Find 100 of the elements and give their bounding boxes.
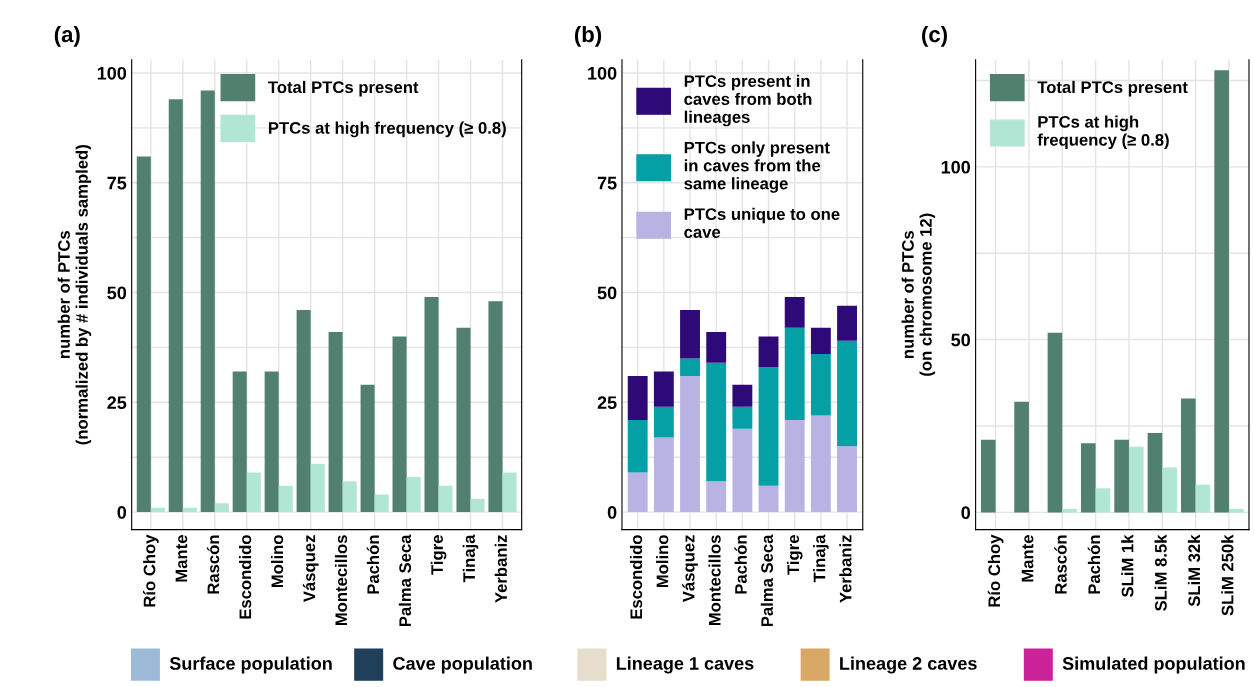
bar [980, 439, 996, 513]
x-tick-label: Palma Seca [760, 534, 774, 627]
x-tick-label: Molino [656, 535, 669, 588]
bar [374, 494, 389, 513]
bar [784, 296, 805, 328]
bar [1147, 432, 1163, 513]
y-tick-label: 0 [607, 506, 617, 519]
x-tick-label: Mante [1021, 535, 1034, 582]
category-label: Lineage 2 caves [840, 656, 977, 674]
y-tick-label: 100 [941, 160, 971, 174]
bar [784, 327, 805, 420]
bar [837, 305, 857, 341]
legend-label: PTCs at high frequency (≥ 0.8) [268, 121, 506, 138]
bar [1095, 488, 1111, 513]
legend-label: PTCs unique to one cave [684, 207, 840, 238]
bar [328, 332, 343, 513]
bar [136, 156, 151, 513]
bar [1128, 446, 1144, 513]
x-tick-label: SLiM 8.5k [1154, 534, 1167, 611]
y-tick-label: 0 [117, 506, 127, 519]
x-tick-label: Escondido [238, 535, 252, 619]
category-label: Lineage 1 caves [616, 656, 754, 674]
x-tick-label: SLiM 1k [1121, 534, 1134, 598]
y-tick-label: 50 [597, 286, 617, 300]
bar [680, 358, 700, 376]
x-tick-label: Tinaja [813, 534, 829, 583]
legend-label: PTCs at high frequency (≥ 0.8) [1037, 115, 1169, 150]
bar [1047, 332, 1063, 513]
x-tick-label: Montecillos [334, 535, 348, 626]
x-tick-label: SLiM 250k [1221, 534, 1234, 616]
bar [438, 485, 453, 513]
x-tick-label: Yerbaniz [494, 535, 507, 603]
y-axis-title: number of PTCs (on chromosome 12) [901, 213, 936, 376]
x-tick-label: Río Choy [143, 534, 159, 607]
bar [758, 367, 779, 486]
y-tick-label: 25 [597, 396, 617, 410]
bar [182, 507, 197, 513]
bar [837, 340, 857, 447]
chart-title: (c) [922, 25, 947, 47]
x-tick-label: Tigre [430, 535, 447, 575]
bar [732, 428, 753, 513]
bar [424, 296, 439, 513]
legend-label: PTCs present in caves from both lineages [684, 74, 812, 127]
legend-label: Total PTCs present [1037, 80, 1188, 97]
bar [627, 419, 648, 473]
y-tick-label: 0 [961, 506, 971, 520]
bar [810, 327, 831, 355]
category-label: Surface population [169, 656, 332, 674]
bar [342, 481, 357, 513]
bar [1214, 70, 1229, 513]
y-tick-label: 75 [107, 176, 127, 190]
legend-label: PTCs only present in caves from the same lineage [684, 141, 830, 193]
bar [470, 498, 485, 513]
bar [278, 485, 293, 513]
x-tick-label: Yerbaniz [839, 535, 852, 603]
bar [732, 384, 753, 407]
bar [1195, 484, 1211, 513]
bar [706, 481, 727, 513]
bar [214, 503, 229, 513]
bar [1162, 467, 1177, 513]
bar [360, 384, 375, 513]
x-tick-label: Pachón [1087, 535, 1101, 594]
bar [456, 327, 471, 513]
x-tick-label: Palma Seca [398, 534, 412, 627]
bar [653, 406, 674, 438]
bar [706, 332, 727, 363]
x-tick-label: Vásquez [682, 535, 698, 603]
bar [502, 472, 517, 513]
bar [406, 476, 421, 513]
x-tick-label: Rascón [1054, 535, 1067, 594]
x-tick-label: Montecillos [708, 535, 721, 626]
y-tick-label: 100 [97, 66, 127, 80]
bar [1114, 439, 1129, 513]
bar [168, 99, 183, 513]
x-tick-label: Río Choy [987, 534, 1004, 607]
bar [1080, 443, 1096, 513]
y-tick-label: 75 [597, 176, 617, 190]
bar [837, 446, 857, 513]
legend-label: Total PTCs present [268, 80, 419, 97]
bar [488, 301, 503, 513]
x-tick-label: Vásquez [302, 535, 319, 603]
category-label: Simulated population [1062, 656, 1245, 674]
bar [1014, 401, 1029, 513]
bar [653, 371, 674, 407]
y-tick-label: 50 [107, 286, 127, 300]
bar [264, 371, 279, 513]
bar [810, 354, 831, 416]
x-tick-label: Pachón [734, 535, 747, 594]
bar [810, 415, 831, 513]
x-tick-label: SLiM 32k [1187, 534, 1201, 607]
bar [627, 375, 648, 420]
x-tick-label: Pachón [366, 535, 380, 594]
bar [680, 375, 700, 513]
category-label: Cave population [393, 656, 532, 674]
y-axis-title: number of PTCs (normalized by # individuals sampled) [57, 145, 92, 445]
x-tick-label: Mante [175, 535, 188, 582]
chart-title: (b) [574, 25, 602, 47]
bar [680, 310, 700, 359]
bar [758, 336, 779, 368]
bar [627, 472, 648, 513]
